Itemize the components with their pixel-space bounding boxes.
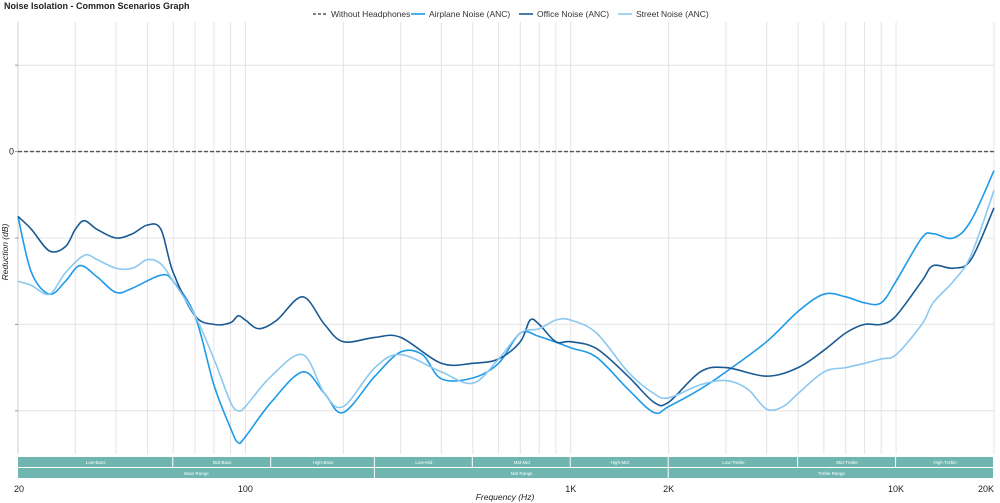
band-0-7 bbox=[798, 457, 896, 467]
frequency-bands: Low-Bass Mid-Bass High-Bass Low-Mid Mid-Mid H… bbox=[18, 457, 993, 478]
y-axis-ticks: 0 bbox=[9, 64, 18, 412]
legend-label-3: Street Noise (ANC) bbox=[636, 9, 709, 19]
band-label: Bass Range bbox=[184, 471, 209, 476]
y-axis-label: Reduction (dB) bbox=[0, 223, 10, 280]
band-label: High-Mid bbox=[611, 460, 630, 465]
band-label: High-Treble bbox=[933, 460, 957, 465]
legend-label-2: Office Noise (ANC) bbox=[537, 9, 609, 19]
band-0-2 bbox=[271, 457, 374, 467]
band-label: Mid-Bass bbox=[213, 460, 233, 465]
band-0-4 bbox=[472, 457, 570, 467]
x-tick-label: 2K bbox=[663, 484, 674, 494]
x-axis-ticks: 20 100 1K 2K 10K 20K bbox=[14, 484, 994, 494]
band-label: Low-Bass bbox=[86, 460, 107, 465]
legend: Without Headphones Airplane Noise (ANC) Of… bbox=[313, 9, 709, 19]
band-0-1 bbox=[173, 457, 271, 467]
x-tick-label: 10K bbox=[888, 484, 904, 494]
band-0-8 bbox=[896, 457, 993, 467]
band-label: Low-Mid bbox=[415, 460, 433, 465]
band-label: Mid-Treble bbox=[836, 460, 858, 465]
band-label: Treble Range bbox=[818, 471, 846, 476]
legend-label-1: Airplane Noise (ANC) bbox=[429, 9, 510, 19]
x-tick-label: 20K bbox=[978, 484, 994, 494]
band-0-6 bbox=[668, 457, 798, 467]
legend-label-0: Without Headphones bbox=[331, 9, 410, 19]
series-line-2 bbox=[17, 207, 995, 407]
series-lines bbox=[17, 150, 995, 445]
band-0-3 bbox=[374, 457, 472, 467]
band-0-5 bbox=[570, 457, 668, 467]
series-line-1 bbox=[17, 170, 995, 445]
band-1-0 bbox=[18, 468, 374, 478]
series-line-3 bbox=[17, 190, 995, 413]
x-tick-label: 20 bbox=[14, 484, 24, 494]
band-0-0 bbox=[18, 457, 173, 467]
band-label: Mid Range bbox=[511, 471, 533, 476]
grid bbox=[17, 22, 995, 454]
x-tick-label: 100 bbox=[238, 484, 253, 494]
x-axis-label: Frequency (Hz) bbox=[476, 492, 535, 502]
band-label: High-Bass bbox=[313, 460, 335, 465]
band-1-1 bbox=[374, 468, 668, 478]
band-1-2 bbox=[668, 468, 993, 478]
y-tick-label: 0 bbox=[9, 147, 14, 157]
chart-title: Noise Isolation - Common Scenarios Graph bbox=[4, 1, 190, 11]
x-tick-label: 1K bbox=[565, 484, 576, 494]
band-label: Low-Treble bbox=[722, 460, 745, 465]
band-label: Mid-Mid bbox=[514, 460, 530, 465]
